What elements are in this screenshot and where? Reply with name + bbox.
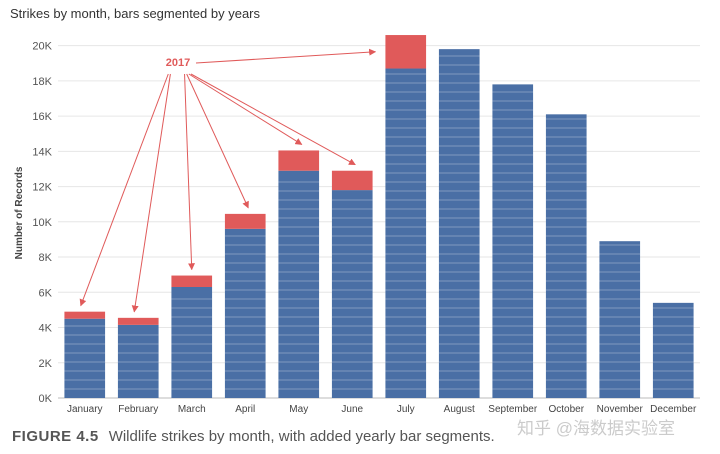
watermark: 知乎 @海数据实验室 [517, 419, 675, 438]
bar-segment-base [171, 287, 213, 398]
x-tick-label: July [397, 404, 415, 415]
bar-segment-2017 [224, 213, 266, 229]
x-tick-label: April [235, 404, 255, 415]
bar-segment-base [224, 228, 266, 398]
figure-label: FIGURE 4.5 [12, 428, 99, 445]
annotation-arrow [195, 48, 377, 64]
annotation-arrow [188, 73, 303, 145]
y-tick-label: 20K [32, 41, 52, 53]
chart-title: Strikes by month, bars segmented by year… [10, 6, 261, 21]
y-tick-label: 10K [32, 217, 52, 229]
x-tick-label: August [444, 404, 475, 415]
y-tick-label: 0K [39, 393, 53, 405]
x-tick-label: January [67, 404, 103, 415]
x-tick-label: September [488, 404, 538, 415]
figure-caption: FIGURE 4.5 Wildlife strikes by month, wit… [12, 428, 495, 445]
y-tick-label: 8K [39, 252, 53, 264]
bar-segment-2017 [385, 35, 427, 69]
annotation-arrow [190, 73, 356, 166]
y-tick-label: 6K [39, 287, 53, 299]
bar-segment-base [117, 324, 159, 398]
bar-segment-base [652, 302, 694, 398]
x-tick-label: June [341, 404, 363, 415]
bar-segment-2017 [117, 317, 159, 325]
annotation-arrow [184, 73, 196, 271]
bar-segment-base [492, 84, 534, 398]
x-tick-label: May [289, 404, 308, 415]
bar-segment-base [545, 114, 587, 398]
bar-segment-2017 [331, 170, 373, 191]
bar-segment-base [331, 190, 373, 398]
y-tick-label: 2K [39, 358, 53, 370]
x-tick-label: February [118, 404, 158, 415]
bar-segment-2017 [171, 275, 213, 287]
y-axis-label: Number of Records [14, 166, 25, 259]
bar-segment-base [64, 318, 106, 398]
y-tick-label: 14K [32, 146, 52, 158]
y-tick-label: 12K [32, 182, 52, 194]
x-tick-label: March [178, 404, 206, 415]
annotation-arrow [186, 73, 249, 209]
x-tick-label: October [548, 404, 584, 415]
figure-caption-text: Wildlife strikes by month, with added ye… [108, 428, 495, 445]
bar-segment-base [278, 170, 320, 398]
bar-chart: 0K 2K 4K 6K 8K 10K 12K 14K 16K 18K 20K Number of Re… [14, 35, 700, 415]
y-tick-label: 18K [32, 76, 52, 88]
annotation-arrow [131, 73, 171, 313]
x-tick-label: December [650, 404, 697, 415]
bar-segment-2017 [278, 150, 320, 171]
bar-segment-base [385, 68, 427, 399]
y-tick-label: 16K [32, 111, 52, 123]
annotation-arrow [79, 73, 169, 307]
bar-segment-base [438, 49, 480, 399]
annotation-label: 2017 [166, 57, 190, 69]
y-tick-label: 4K [39, 323, 53, 335]
bar-segment-base [599, 241, 641, 398]
bar-segment-2017 [64, 311, 106, 319]
x-tick-label: November [597, 404, 644, 415]
